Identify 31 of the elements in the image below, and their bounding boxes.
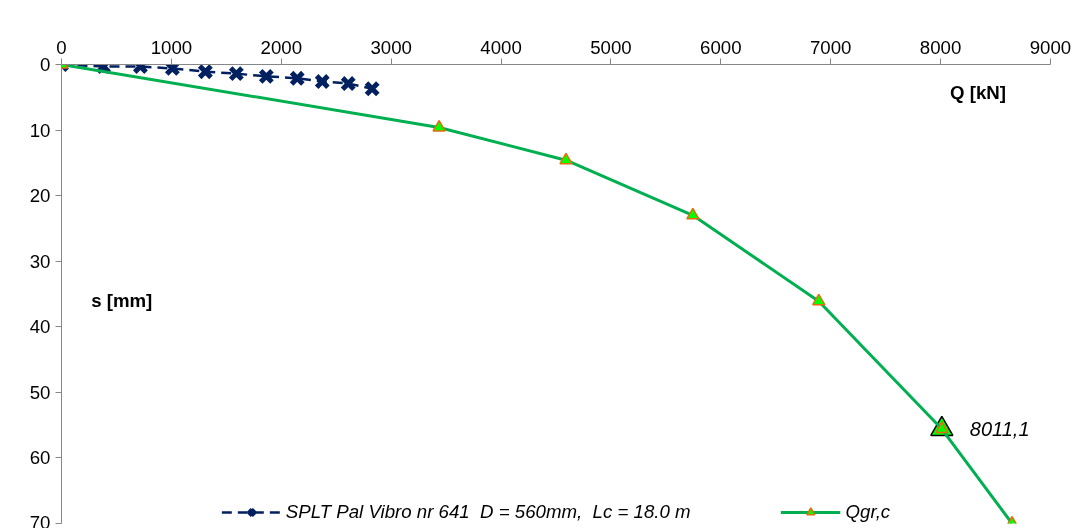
- y-tick-label: 60: [29, 447, 51, 469]
- x-tick-label: 3000: [370, 36, 412, 58]
- y-tick-label: 50: [29, 381, 51, 403]
- y-axis-title: s [mm]: [91, 290, 153, 312]
- y-tick-label: 40: [29, 316, 51, 338]
- point: [314, 73, 331, 90]
- point: [258, 68, 275, 85]
- point: [164, 64, 181, 77]
- x-tick-label: 0: [56, 36, 67, 58]
- point: [197, 64, 214, 80]
- y-tick-label: 30: [29, 250, 51, 272]
- x-tick-label: 8000: [919, 36, 962, 58]
- x-tick-label: 6000: [700, 36, 742, 58]
- legend-label: SPLT Pal Vibro nr 641 D = 560mm, Lc = 18.0 m: [285, 501, 691, 523]
- point: [289, 70, 306, 87]
- x-axis-title: Q [kN]: [950, 81, 1006, 103]
- y-tick-label: 20: [29, 185, 51, 207]
- point: [228, 65, 245, 82]
- x-tick-label: 4000: [480, 36, 522, 58]
- y-tick-label: 70: [29, 511, 51, 528]
- y-tick-label: 10: [29, 119, 51, 141]
- x-tick-label: 2000: [260, 36, 303, 58]
- x-tick-label: 1000: [150, 36, 193, 58]
- point: [364, 80, 381, 97]
- x-tick-label: 5000: [590, 36, 632, 58]
- y-tick-label: 0: [40, 54, 51, 75]
- x-tick-label: 9000: [1029, 36, 1072, 58]
- annotation: 8011,1: [969, 418, 1030, 441]
- legend-label: Qgr,c: [845, 501, 891, 523]
- x-tick-label: 7000: [809, 36, 852, 58]
- point: [340, 75, 357, 92]
